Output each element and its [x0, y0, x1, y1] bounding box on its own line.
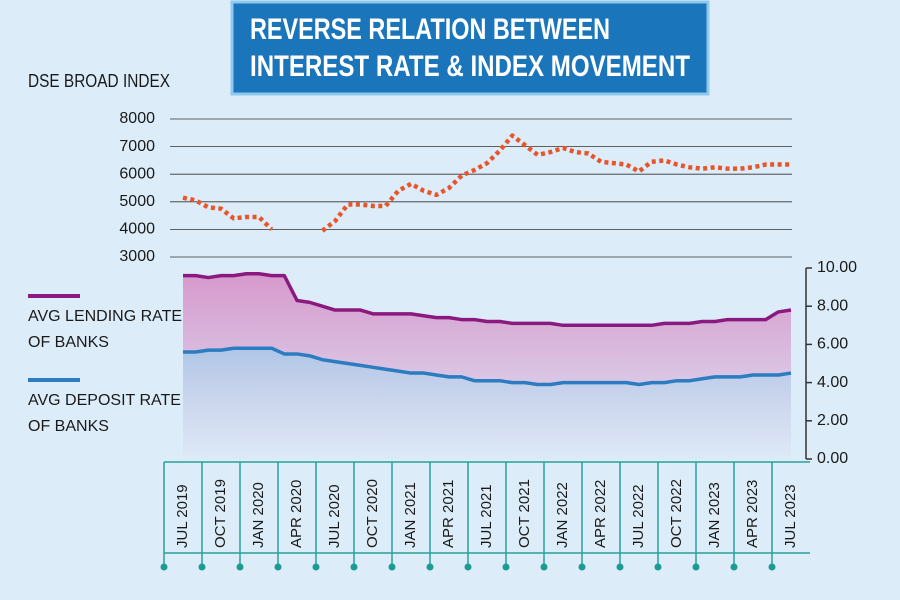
- x-dot: [388, 563, 396, 571]
- y2-tick-label: 2.00: [817, 412, 848, 429]
- x-tick-label: OCT 2019: [212, 479, 229, 548]
- x-tick-label: JAN 2022: [554, 482, 571, 548]
- x-tick-label: OCT 2020: [364, 479, 381, 548]
- chart-title: REVERSE RELATION BETWEEN: [250, 13, 610, 46]
- y2-tick-label: 10.00: [817, 259, 857, 276]
- y-tick-label: 8000: [119, 110, 155, 127]
- x-dot: [236, 563, 244, 571]
- x-dot: [730, 563, 738, 571]
- y-tick-label: 6000: [119, 165, 155, 182]
- x-dot: [274, 563, 282, 571]
- x-tick-label: APR 2020: [288, 480, 305, 548]
- x-tick-label: APR 2023: [744, 480, 761, 548]
- x-dot: [540, 563, 548, 571]
- y-tick-label: 3000: [119, 248, 155, 265]
- x-dot: [312, 563, 320, 571]
- series-line: [182, 133, 791, 233]
- series-line: [183, 346, 792, 387]
- legend-label: AVG LENDING RATE OF BANKS: [28, 308, 183, 351]
- x-tick-label: APR 2021: [440, 480, 457, 548]
- y-tick-label: 4000: [119, 221, 155, 238]
- y2-tick-label: 0.00: [817, 450, 848, 467]
- title-box: [230, 0, 710, 96]
- area: [183, 348, 791, 459]
- y2-tick-label: 8.00: [817, 297, 848, 314]
- x-dot: [426, 563, 434, 571]
- series-line: [183, 271, 792, 328]
- y2-tick-label: 4.00: [817, 374, 848, 391]
- x-dot: [654, 563, 662, 571]
- x-tick-label: JUL 2020: [326, 484, 343, 548]
- x-tick-label: JAN 2020: [250, 482, 267, 548]
- x-tick-label: JAN 2021: [402, 482, 419, 548]
- x-dot: [464, 563, 472, 571]
- x-tick-label: JUL 2019: [174, 484, 191, 548]
- x-tick-label: OCT 2021: [516, 479, 533, 548]
- x-dot: [160, 563, 168, 571]
- x-dot: [616, 563, 624, 571]
- x-dot: [768, 563, 776, 571]
- y-tick-label: 7000: [119, 138, 155, 155]
- y2-tick-label: 6.00: [817, 336, 848, 353]
- x-tick-label: OCT 2022: [668, 479, 685, 548]
- x-dot: [350, 563, 358, 571]
- legend-label: AVG DEPOSIT RATE OF BANKS: [28, 392, 181, 435]
- x-tick-label: JAN 2023: [706, 482, 723, 548]
- x-dot: [578, 563, 586, 571]
- y-tick-label: 5000: [119, 193, 155, 210]
- y-axis-label: DSE BROAD INDEX: [28, 71, 170, 91]
- x-dot: [502, 563, 510, 571]
- x-tick-label: JUL 2022: [630, 484, 647, 548]
- chart-title: INTEREST RATE & INDEX MOVEMENT: [250, 50, 690, 83]
- x-dot: [692, 563, 700, 571]
- x-tick-label: APR 2022: [592, 480, 609, 548]
- x-tick-label: JUL 2021: [478, 484, 495, 548]
- x-tick-label: JUL 2023: [782, 484, 799, 548]
- x-dot: [198, 563, 206, 571]
